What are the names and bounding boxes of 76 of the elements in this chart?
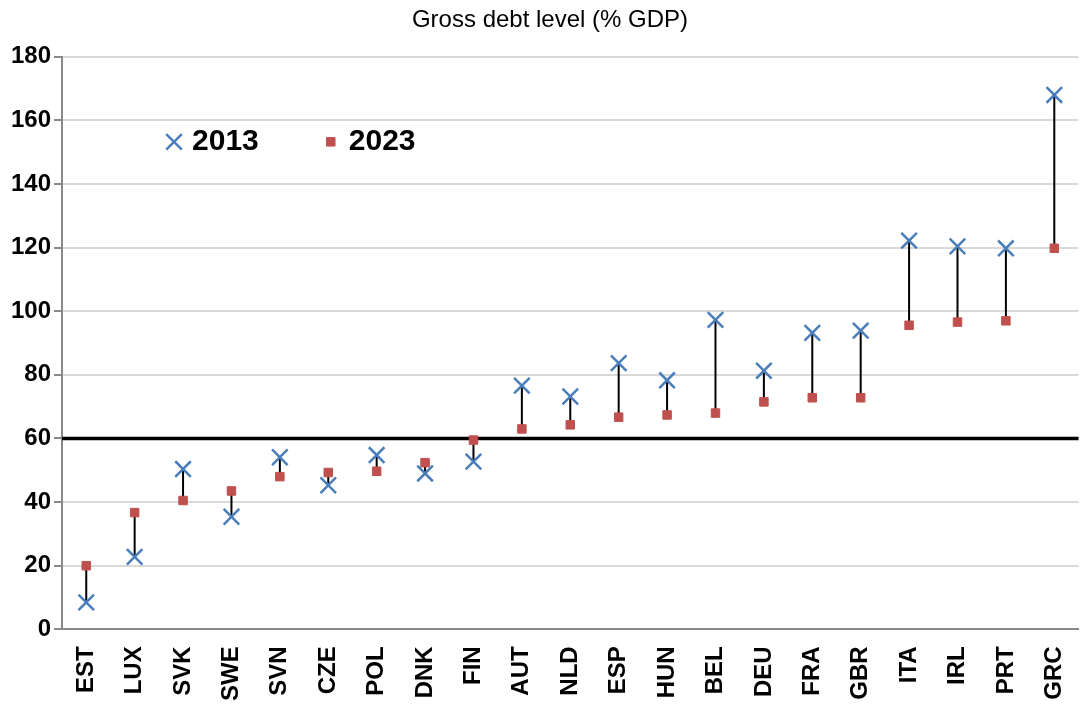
x-tick-label: AUT (506, 646, 534, 696)
point (367, 446, 386, 465)
legend-label: 2023 (348, 123, 416, 157)
point (609, 354, 628, 373)
point (517, 424, 527, 434)
x-tick-label: PRT (990, 645, 1018, 695)
point (948, 237, 967, 256)
x-tick-label: GRC (1038, 646, 1066, 700)
point (759, 397, 769, 407)
x-tick-label: CZE (312, 646, 340, 695)
point (1001, 316, 1011, 326)
point (754, 361, 773, 380)
point (420, 457, 430, 468)
y-tick-label: 100 (11, 295, 52, 323)
point (851, 321, 870, 340)
point (807, 393, 818, 403)
point (996, 239, 1015, 258)
y-tick-label: 180 (11, 41, 52, 69)
point (125, 547, 144, 566)
x-tick-label: HUN (651, 646, 679, 699)
y-tick-label: 80 (24, 359, 52, 387)
y-tick-label: 60 (24, 423, 52, 451)
point (178, 495, 188, 506)
point (416, 464, 435, 483)
x-tick-label: SVK (167, 645, 195, 696)
point (174, 460, 193, 479)
point (464, 452, 483, 471)
point (468, 435, 479, 445)
point (561, 387, 580, 406)
point (1049, 243, 1060, 254)
point (270, 448, 289, 467)
point (319, 476, 338, 495)
point (900, 231, 919, 250)
chart-title: Gross debt level (% GDP) (411, 5, 689, 33)
point (512, 376, 531, 395)
point (129, 507, 140, 518)
x-tick-label: LUX (119, 646, 147, 695)
y-tick-label: 120 (11, 232, 52, 260)
x-tick-label: GBR (845, 646, 873, 700)
point (77, 593, 96, 612)
point (803, 323, 822, 342)
point (565, 420, 576, 430)
point (1045, 85, 1064, 104)
y-tick-label: 140 (11, 168, 52, 196)
point (275, 471, 285, 482)
x-tick-label: EST (70, 646, 98, 694)
x-tick-label: DEU (748, 646, 776, 697)
y-tick-label: 160 (11, 105, 52, 133)
y-tick-label: 0 (37, 613, 52, 641)
point (904, 320, 914, 330)
x-tick-label: DNK (409, 645, 437, 699)
x-tick-label: ITA (893, 646, 921, 684)
point (371, 466, 382, 476)
point (855, 393, 866, 403)
legend-label: 2013 (192, 123, 259, 157)
point (81, 560, 91, 571)
point (613, 412, 624, 422)
point (952, 317, 963, 327)
x-tick-label: SWE (216, 646, 244, 701)
x-tick-label: FRA (796, 646, 824, 696)
x-tick-label: SVN (264, 646, 292, 696)
point (222, 507, 241, 526)
point (323, 467, 333, 478)
x-tick-label: FIN (458, 646, 486, 685)
point (706, 310, 725, 329)
point (658, 371, 677, 390)
point (710, 408, 721, 418)
point (662, 410, 672, 420)
x-tick-label: ESP (603, 646, 631, 695)
y-tick-label: 40 (24, 486, 52, 514)
x-tick-label: NLD (554, 646, 582, 696)
y-tick-label: 20 (24, 550, 52, 578)
x-tick-label: BEL (700, 646, 728, 695)
x-tick-label: POL (361, 646, 389, 696)
point (226, 486, 237, 496)
x-tick-label: IRL (942, 646, 970, 685)
